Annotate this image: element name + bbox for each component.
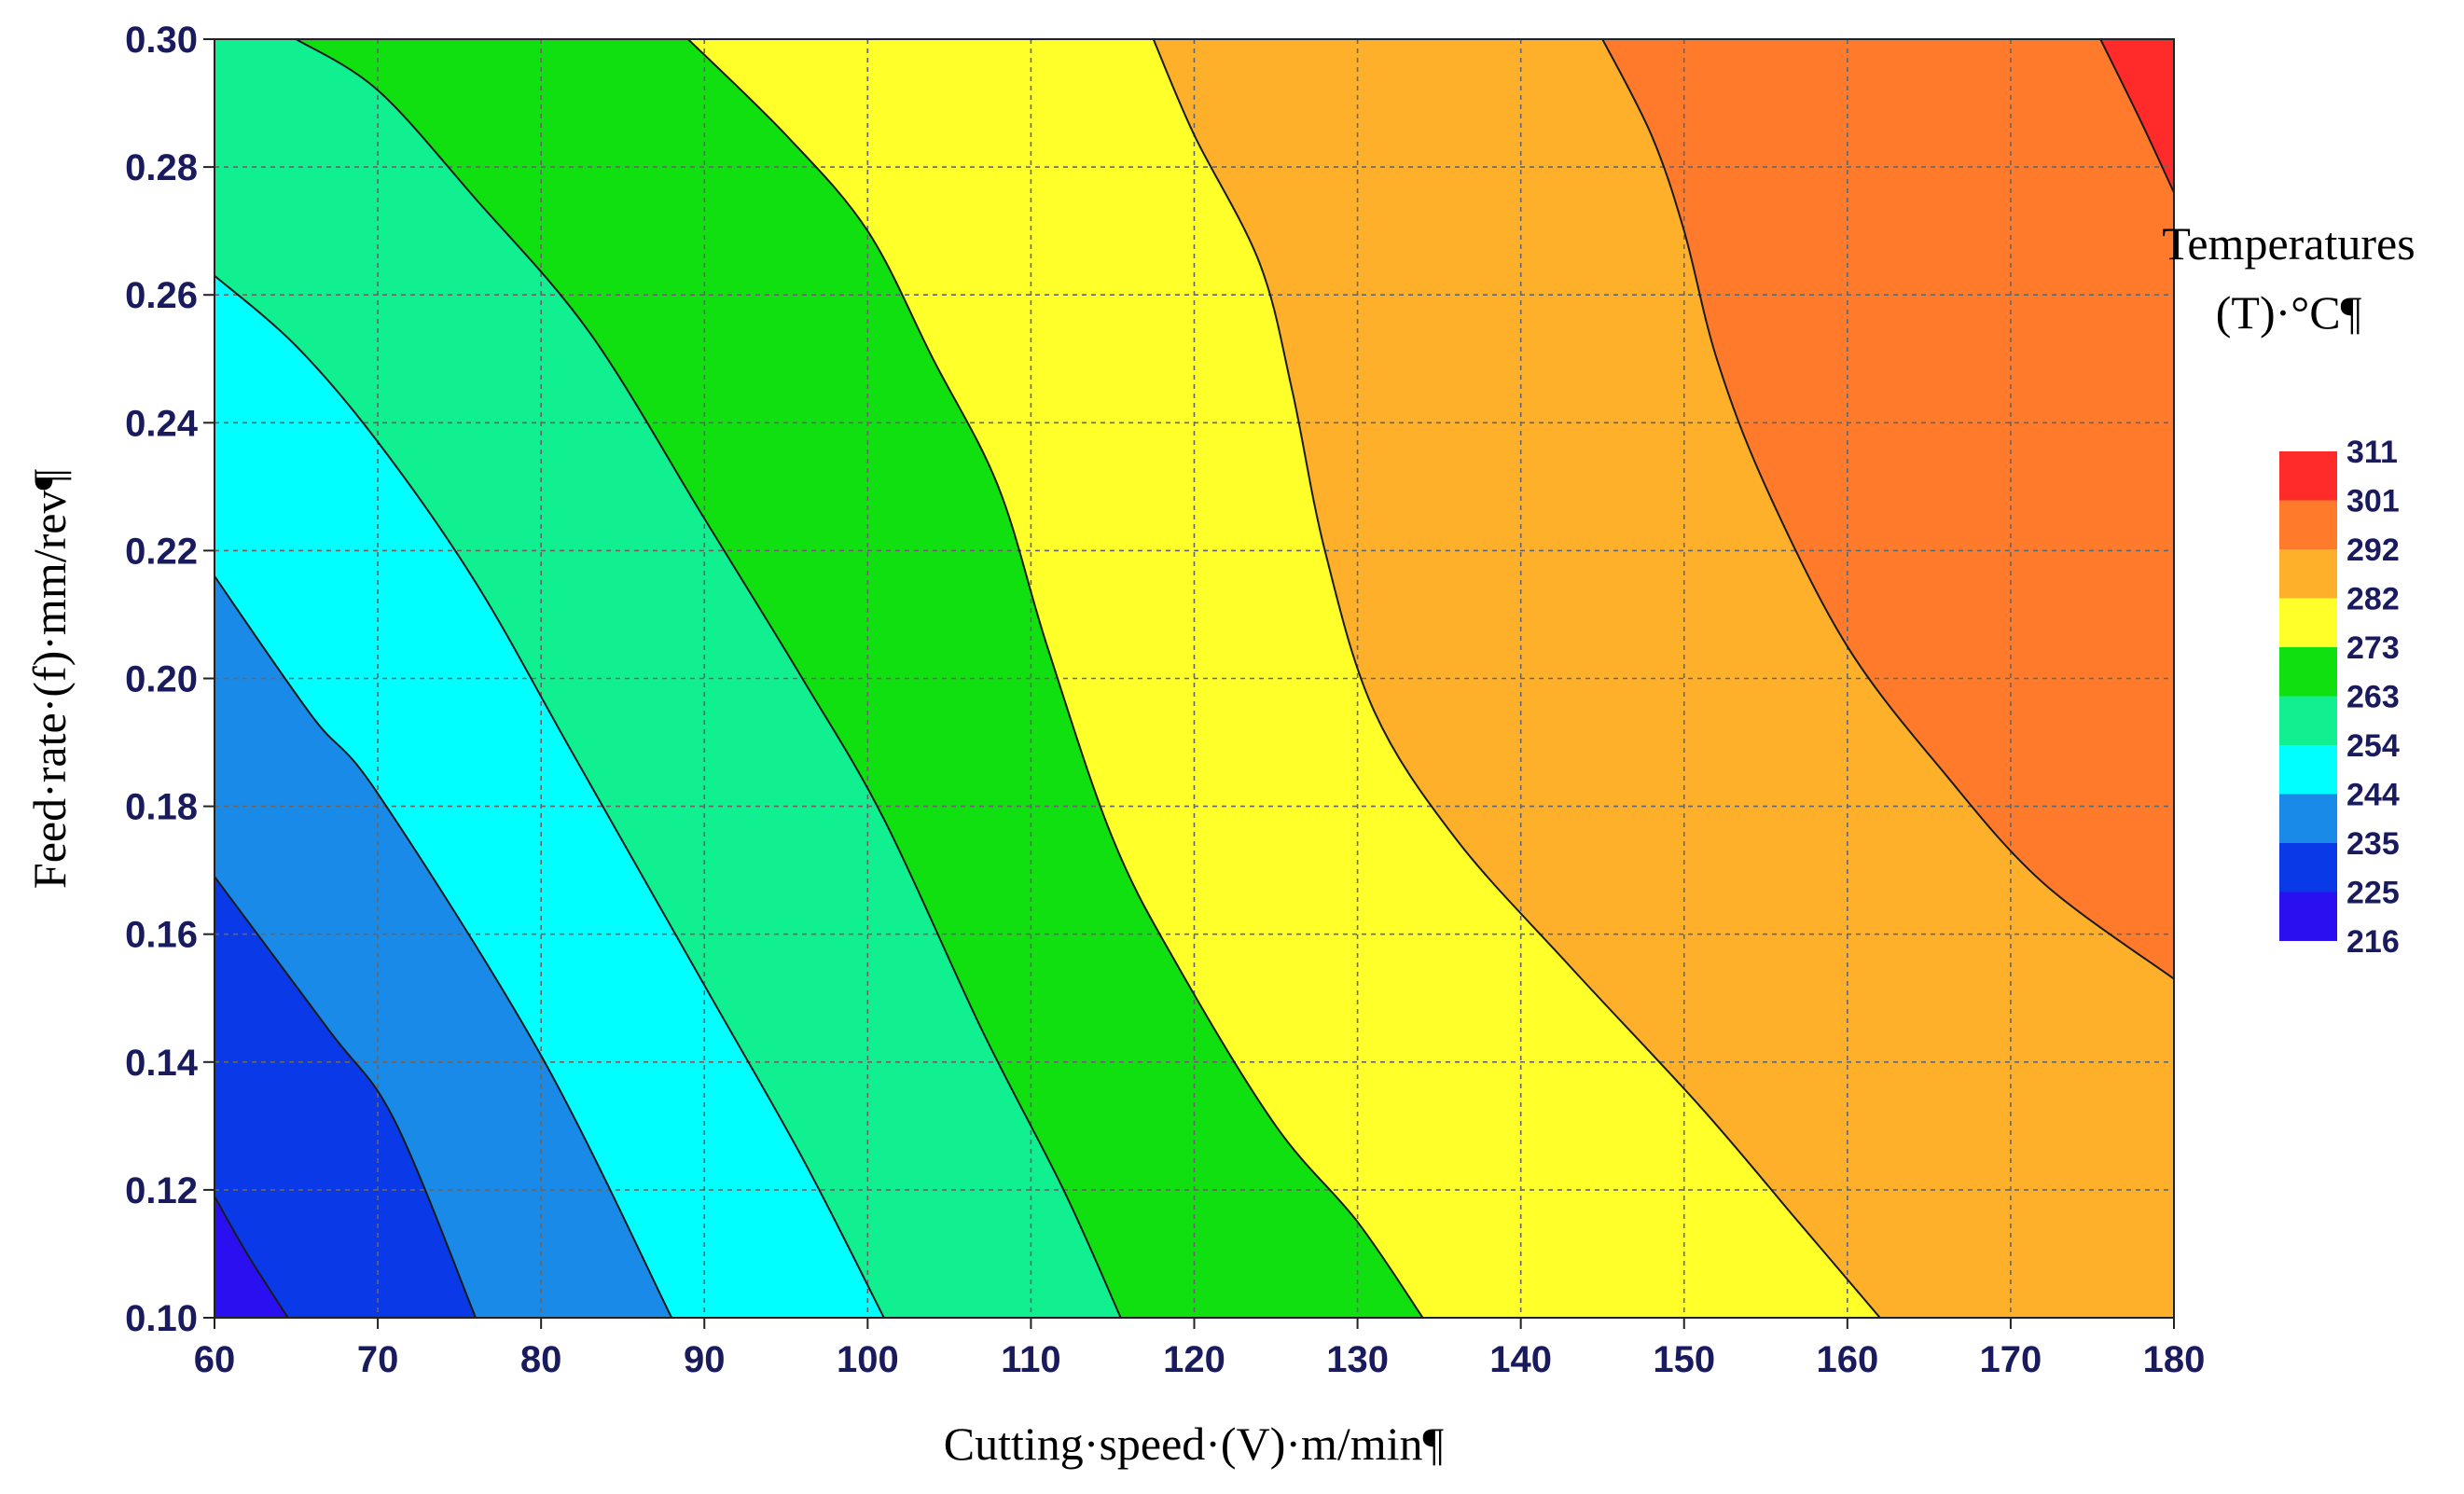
x-tick-label: 160 xyxy=(1816,1339,1878,1380)
band-235 xyxy=(215,877,477,1318)
x-tick-label: 60 xyxy=(194,1339,236,1380)
legend-swatch-273 xyxy=(2279,647,2337,697)
legend-swatch-244 xyxy=(2279,794,2337,843)
x-axis-label: Cutting·speed·(V)·m/min¶ xyxy=(944,1418,1445,1470)
x-tick-label: 120 xyxy=(1163,1339,1225,1380)
x-tick-label: 140 xyxy=(1489,1339,1552,1380)
x-tick-label: 150 xyxy=(1653,1339,1715,1380)
legend-label-225: 225 xyxy=(2346,876,2400,911)
x-tick-label: 130 xyxy=(1326,1339,1389,1380)
legend-swatch-225 xyxy=(2279,892,2337,941)
legend-label-235: 235 xyxy=(2346,826,2400,862)
x-tick-label: 80 xyxy=(520,1339,562,1380)
legend-label-273: 273 xyxy=(2346,630,2400,666)
y-tick-label: 0.30 xyxy=(125,20,198,61)
x-tick-label: 180 xyxy=(2143,1339,2206,1380)
legend-swatch-311 xyxy=(2279,451,2337,501)
x-tick-label: 70 xyxy=(357,1339,399,1380)
legend-swatch-282 xyxy=(2279,598,2337,647)
y-tick-label: 0.12 xyxy=(125,1170,198,1211)
legend-label-282: 282 xyxy=(2346,582,2400,617)
contour-line-3 xyxy=(215,575,673,1318)
contour-line-1 xyxy=(215,1196,289,1318)
contour-line-4 xyxy=(215,274,885,1318)
contour-line-2 xyxy=(215,876,478,1318)
grid-lines xyxy=(215,39,2174,1318)
y-axis-ticks: 0.10 0.12 0.14 0.16 0.18 0.20 0.22 0.24 0.26 0.28… xyxy=(125,20,215,1339)
x-tick-label: 170 xyxy=(1980,1339,2042,1380)
y-tick-label: 0.26 xyxy=(125,275,198,316)
x-tick-label: 90 xyxy=(684,1339,726,1380)
legend-label-263: 263 xyxy=(2346,680,2400,715)
legend-swatch-235 xyxy=(2279,843,2337,892)
legend-swatch-292 xyxy=(2279,549,2337,599)
legend-label-292: 292 xyxy=(2346,533,2400,568)
legend-swatch-263 xyxy=(2279,696,2337,745)
x-tick-label: 110 xyxy=(1001,1339,1061,1380)
contour-line-6 xyxy=(687,39,1424,1318)
legend-title-line1: Temperatures xyxy=(2162,217,2415,270)
contour-line-7 xyxy=(1152,39,1881,1318)
y-tick-label: 0.22 xyxy=(125,531,198,572)
x-axis-ticks: 60 70 80 90 100 110 120 130 140 150 160 170 180 xyxy=(194,1318,2206,1380)
legend-label-254: 254 xyxy=(2346,728,2400,764)
contour-line-8 xyxy=(1601,39,2174,980)
legend-label-244: 244 xyxy=(2346,778,2400,813)
y-tick-label: 0.14 xyxy=(125,1043,199,1084)
y-tick-label: 0.24 xyxy=(125,403,199,444)
legend-title-line2: (T)·°C¶ xyxy=(2216,286,2362,339)
legend-label-311: 311 xyxy=(2346,435,2398,470)
legend-swatch-254 xyxy=(2279,745,2337,795)
legend-label-301: 301 xyxy=(2346,484,2400,519)
y-tick-label: 0.16 xyxy=(125,915,198,956)
band-225 xyxy=(215,1196,288,1318)
contour-lines xyxy=(215,39,2174,1318)
x-tick-label: 100 xyxy=(837,1339,899,1380)
y-tick-label: 0.20 xyxy=(125,659,198,700)
legend-swatch-301 xyxy=(2279,500,2337,549)
contour-line-9 xyxy=(2099,39,2174,193)
color-legend: 311 301 292 282 273 263 254 244 235 225 216 xyxy=(2279,435,2400,960)
contour-line-5 xyxy=(295,39,1122,1318)
y-axis-label: Feed·rate·(f)·mm/rev¶ xyxy=(23,469,76,890)
y-tick-label: 0.18 xyxy=(125,787,198,828)
y-tick-label: 0.10 xyxy=(125,1298,198,1339)
y-tick-label: 0.28 xyxy=(125,147,198,188)
legend-label-216: 216 xyxy=(2346,924,2400,960)
